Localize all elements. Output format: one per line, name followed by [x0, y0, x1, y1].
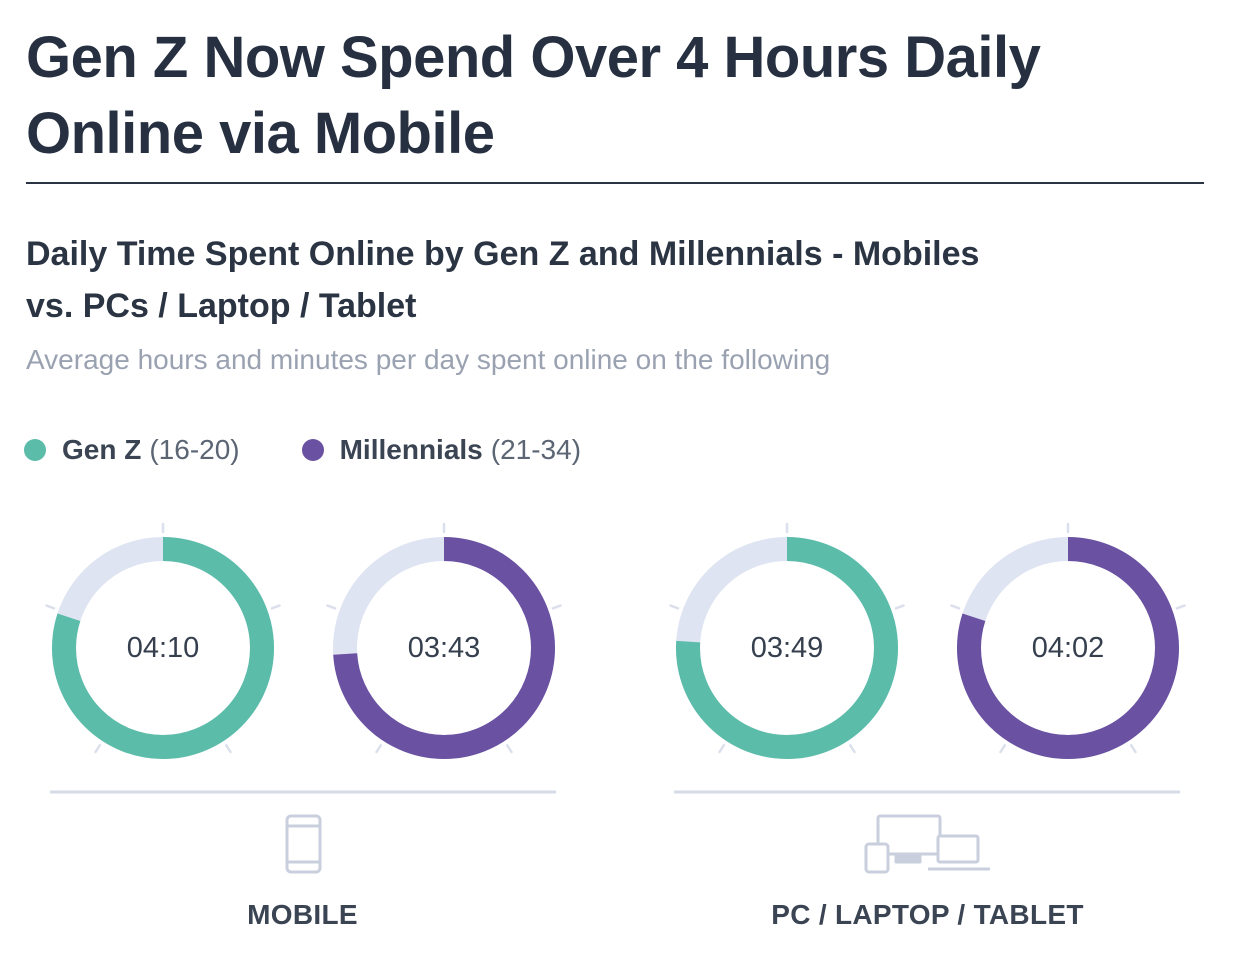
dial-tick-mobile-millennials-3: [375, 744, 383, 754]
group-label-pc-laptop-tablet: PC / LAPTOP / TABLET: [771, 899, 1084, 930]
dial-tick-pc-laptop-tablet-gen-z-3: [718, 744, 726, 754]
title-divider: [26, 182, 1204, 184]
legend-item-millennials: Millennials (21-34): [301, 434, 582, 466]
dial-tick-mobile-gen-z-1: [270, 604, 281, 610]
legend-range-gen-z: (16-20): [149, 434, 240, 465]
chart-title: Daily Time Spent Online by Gen Z and Mil…: [26, 235, 980, 325]
dial-tick-mobile-millennials-2: [505, 744, 513, 754]
dial-tick-pc-laptop-tablet-gen-z-4: [669, 604, 680, 610]
dial-tick-pc-laptop-tablet-millennials-4: [950, 604, 961, 610]
chart-subtitle: Average hours and minutes per day spent …: [26, 344, 831, 375]
donut-arc-pc-laptop-tablet-gen-z: [676, 537, 898, 759]
legend-swatch-gen-z: [24, 439, 46, 461]
legend-label-gen-z: Gen Z: [62, 434, 142, 465]
dial-tick-pc-laptop-tablet-millennials-3: [999, 744, 1007, 754]
group-label-mobile: MOBILE: [247, 899, 358, 930]
mobile-phone-icon: [285, 814, 322, 874]
donut-value-pc-laptop-tablet-millennials: 04:02: [1032, 632, 1105, 664]
dial-tick-pc-laptop-tablet-gen-z-2: [848, 744, 856, 754]
pc-laptop-tablet-icon: [864, 814, 990, 874]
legend-range-millennials: (21-34): [490, 434, 582, 465]
dial-tick-mobile-millennials-4: [326, 604, 337, 610]
legend-label-millennials: Millennials: [339, 434, 483, 465]
donut-value-pc-laptop-tablet-gen-z: 03:49: [751, 632, 824, 664]
dial-tick-pc-laptop-tablet-millennials-2: [1129, 744, 1137, 754]
chart-legend: Gen Z (16-20) Millennials (21-34): [24, 430, 643, 470]
donut-arc-mobile-millennials: [333, 537, 555, 759]
legend-item-gen-z: Gen Z (16-20): [24, 434, 240, 466]
donut-value-mobile-gen-z: 04:10: [127, 632, 200, 664]
donut-value-mobile-millennials: 03:43: [408, 632, 481, 664]
page-title: Gen Z Now Spend Over 4 Hours Daily Onlin…: [26, 25, 1041, 166]
dial-tick-mobile-gen-z-4: [45, 604, 56, 610]
dial-tick-pc-laptop-tablet-millennials-1: [1175, 604, 1186, 610]
dial-tick-pc-laptop-tablet-gen-z-1: [894, 604, 905, 610]
donut-arc-pc-laptop-tablet-millennials: [957, 537, 1179, 759]
donut-arc-mobile-gen-z: [52, 537, 274, 759]
dial-tick-mobile-gen-z-3: [94, 744, 102, 754]
dial-tick-mobile-gen-z-2: [224, 744, 232, 754]
dial-tick-mobile-millennials-1: [551, 604, 562, 610]
legend-swatch-millennials: [301, 439, 324, 461]
